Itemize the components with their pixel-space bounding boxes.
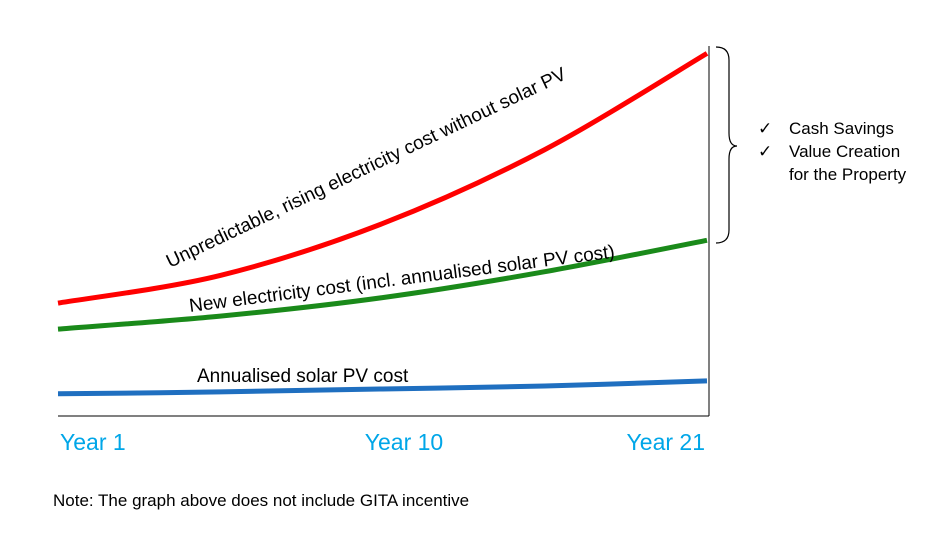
curve-label-layer: Unpredictable, rising electricity cost w… [163, 64, 616, 387]
series-line-solar-cost [57, 378, 708, 397]
x-tick-year-1: Year 1 [60, 429, 126, 455]
series-label-with-solar: New electricity cost (incl. annualised s… [188, 242, 616, 317]
series-layer [57, 51, 709, 397]
series-label-solar-cost: Annualised solar PV cost [197, 366, 409, 387]
series-line-without-solar [57, 51, 709, 306]
benefit-cash-savings: Cash Savings [789, 119, 894, 138]
benefit-value-creation: Value Creation [789, 142, 900, 161]
check-icon: ✓ [758, 119, 772, 138]
benefit-for-the-property: for the Property [789, 165, 907, 184]
benefit-list: ✓ Cash Savings ✓ Value Creation for the Prop… [758, 119, 907, 184]
savings-brace [715, 46, 738, 244]
x-tick-labels: Year 1 Year 10 Year 21 [60, 429, 705, 455]
series-line-with-solar [57, 237, 708, 332]
footnote: Note: The graph above does not include G… [53, 491, 470, 510]
x-tick-year-10: Year 10 [365, 429, 443, 455]
x-tick-year-21: Year 21 [627, 429, 705, 455]
check-icon: ✓ [758, 142, 772, 161]
